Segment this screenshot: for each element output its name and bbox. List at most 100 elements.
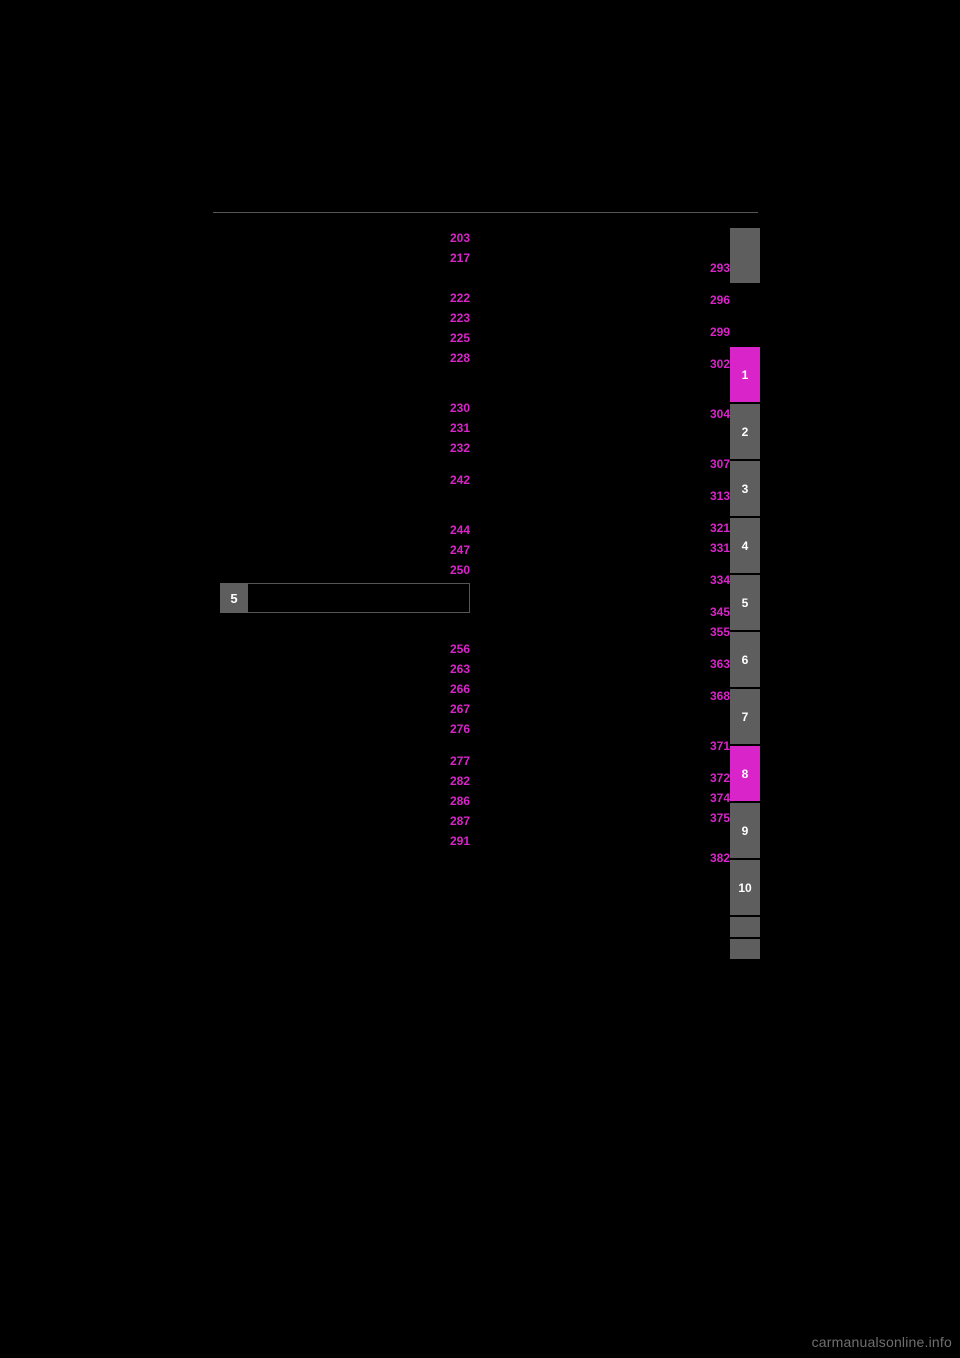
toc-entry[interactable]: .302 (480, 354, 730, 374)
tab-blank-a[interactable] (730, 917, 760, 937)
toc-entry[interactable]: .287 (220, 811, 470, 831)
toc-entry[interactable]: .296 (480, 290, 730, 310)
page-number: 223 (440, 311, 470, 327)
page-number: 299 (700, 325, 730, 341)
toc-entry[interactable]: .242 (220, 470, 470, 490)
page-number: 304 (700, 407, 730, 423)
toc-entry[interactable]: .250 (220, 560, 470, 580)
page-number: 382 (700, 851, 730, 867)
page-number: 263 (440, 662, 470, 678)
toc-entry[interactable]: .247 (220, 540, 470, 560)
tab-7[interactable]: 7 (730, 689, 760, 744)
toc-entry[interactable]: .286 (220, 791, 470, 811)
toc-entry[interactable]: .231 (220, 418, 470, 438)
gap (480, 590, 730, 602)
gap (480, 828, 730, 848)
toc-entry[interactable]: .334 (480, 570, 730, 590)
toc-entry[interactable]: .375 (480, 808, 730, 828)
toc-entry[interactable]: .368 (480, 686, 730, 706)
toc-entry[interactable]: .382 (480, 848, 730, 868)
toc-entry[interactable]: .313 (480, 486, 730, 506)
toc-entry[interactable]: .277 (220, 751, 470, 771)
tab-8[interactable]: 8 (730, 746, 760, 801)
page-number: 302 (700, 357, 730, 373)
toc-entry[interactable]: .263 (220, 659, 470, 679)
gap (220, 368, 470, 398)
page-number: 371 (700, 739, 730, 755)
tab-3[interactable]: 3 (730, 461, 760, 516)
page-number: 231 (440, 421, 470, 437)
tab-blank-b[interactable] (730, 939, 760, 959)
toc-entry[interactable]: .363 (480, 654, 730, 674)
tab-10[interactable]: 10 (730, 860, 760, 915)
toc-entry[interactable]: .222 (220, 288, 470, 308)
gap (480, 506, 730, 518)
toc-entry[interactable]: .244 (220, 520, 470, 540)
toc-entry[interactable]: .293 (480, 258, 730, 278)
toc-entry[interactable]: .256 (220, 639, 470, 659)
gap (480, 674, 730, 686)
gap (480, 642, 730, 654)
tab-1[interactable]: 1 (730, 347, 760, 402)
toc-entry[interactable]: .355 (480, 622, 730, 642)
toc-entry[interactable]: .217 (220, 248, 470, 268)
gap (730, 285, 760, 347)
toc-entry[interactable]: .223 (220, 308, 470, 328)
tab-blank-top[interactable] (730, 228, 760, 283)
toc-entry[interactable]: .230 (220, 398, 470, 418)
page-number: 345 (700, 605, 730, 621)
toc-entry[interactable]: .203 (220, 228, 470, 248)
section-5-header: 5 (220, 583, 470, 613)
page-number: 313 (700, 489, 730, 505)
tab-4[interactable]: 4 (730, 518, 760, 573)
tab-9[interactable]: 9 (730, 803, 760, 858)
toc-entry[interactable]: .372 (480, 768, 730, 788)
toc-entry[interactable]: .232 (220, 438, 470, 458)
page-number: 286 (440, 794, 470, 810)
gap (480, 706, 730, 736)
toc-entry[interactable]: .321 (480, 518, 730, 538)
page-number: 282 (440, 774, 470, 790)
page-number: 232 (440, 441, 470, 457)
tab-2[interactable]: 2 (730, 404, 760, 459)
toc-entry[interactable]: .225 (220, 328, 470, 348)
gap (220, 739, 470, 751)
page-number: 228 (440, 351, 470, 367)
page-number: 363 (700, 657, 730, 673)
toc-entry[interactable]: .374 (480, 788, 730, 808)
section-bar (248, 583, 470, 613)
toc-entry[interactable]: .276 (220, 719, 470, 739)
page-number: 291 (440, 834, 470, 850)
gap (480, 310, 730, 322)
tab-5[interactable]: 5 (730, 575, 760, 630)
page-number: 203 (440, 231, 470, 247)
gap (480, 474, 730, 486)
watermark: carmanualsonline.info (812, 1334, 952, 1350)
page-number: 331 (700, 541, 730, 557)
toc-entry[interactable]: .304 (480, 404, 730, 424)
toc-entry[interactable]: .331 (480, 538, 730, 558)
side-tabs: 1 2 3 4 5 6 7 8 9 10 (730, 228, 760, 961)
page-number: 256 (440, 642, 470, 658)
gap (220, 490, 470, 520)
toc-entry[interactable]: .267 (220, 699, 470, 719)
toc-entry[interactable]: .291 (220, 831, 470, 851)
page-number: 222 (440, 291, 470, 307)
toc-entry[interactable]: .299 (480, 322, 730, 342)
toc-entry[interactable]: .266 (220, 679, 470, 699)
page-number: 267 (440, 702, 470, 718)
page-number: 276 (440, 722, 470, 738)
gap (480, 278, 730, 290)
page-number: 266 (440, 682, 470, 698)
toc-entry[interactable]: .282 (220, 771, 470, 791)
tab-6[interactable]: 6 (730, 632, 760, 687)
toc-entry[interactable]: .371 (480, 736, 730, 756)
page-number: 277 (440, 754, 470, 770)
page-number: 230 (440, 401, 470, 417)
toc-entry[interactable]: .307 (480, 454, 730, 474)
toc-entry[interactable]: .345 (480, 602, 730, 622)
page-number: 250 (440, 563, 470, 579)
toc-entry[interactable]: .228 (220, 348, 470, 368)
gap (480, 558, 730, 570)
page-number: 247 (440, 543, 470, 559)
